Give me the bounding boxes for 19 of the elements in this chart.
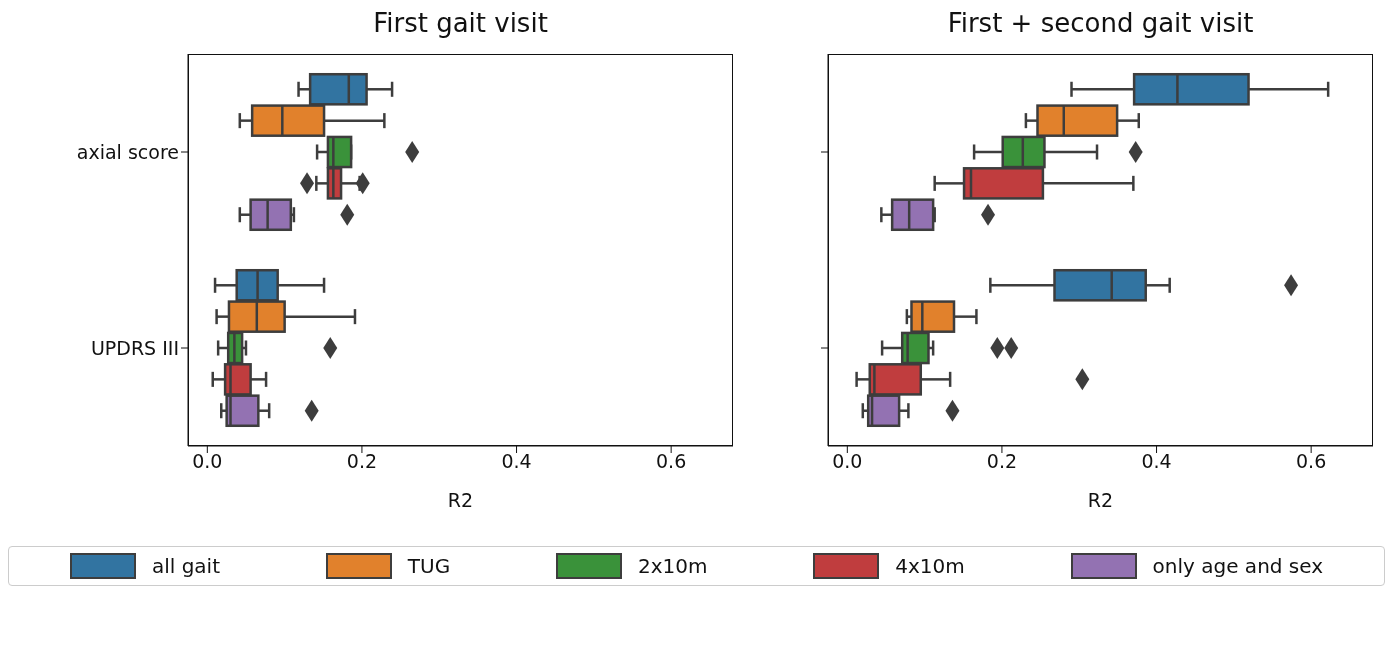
legend-label: all gait xyxy=(151,554,220,578)
legend-label: only age and sex xyxy=(1152,554,1324,578)
x-tick-label: 0.6 xyxy=(1296,450,1327,473)
x-tick-label: 0.2 xyxy=(986,450,1018,473)
x-axis-title: R2 xyxy=(447,489,474,511)
chart-title: First + second gait visit xyxy=(946,8,1255,40)
x-tick-label: 0.4 xyxy=(501,450,532,473)
legend-label: 4x10m xyxy=(895,554,965,578)
chart-title: First gait visit xyxy=(372,8,549,40)
x-tick-label: 0.6 xyxy=(656,450,687,473)
legend-label: TUG xyxy=(407,554,451,578)
x-tick-label: 0.2 xyxy=(346,450,378,473)
x-tick-label: 0.0 xyxy=(832,450,863,473)
x-tick-label: 0.4 xyxy=(1141,450,1172,473)
legend-label: 2x10m xyxy=(637,554,708,578)
x-axis-title: R2 xyxy=(1087,489,1114,511)
x-tick-label: 0.0 xyxy=(192,450,223,473)
y-tick-label: axial score xyxy=(76,140,179,163)
y-tick-label: UPDRS III xyxy=(90,336,179,359)
